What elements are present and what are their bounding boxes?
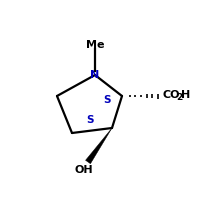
Text: S: S <box>86 115 93 125</box>
Text: H: H <box>180 91 189 100</box>
Text: OH: OH <box>74 165 93 175</box>
Text: Me: Me <box>85 40 104 50</box>
Text: S: S <box>103 95 110 105</box>
Polygon shape <box>85 128 111 164</box>
Text: N: N <box>90 70 99 80</box>
Text: CO: CO <box>162 91 180 100</box>
Text: 2: 2 <box>175 93 181 102</box>
